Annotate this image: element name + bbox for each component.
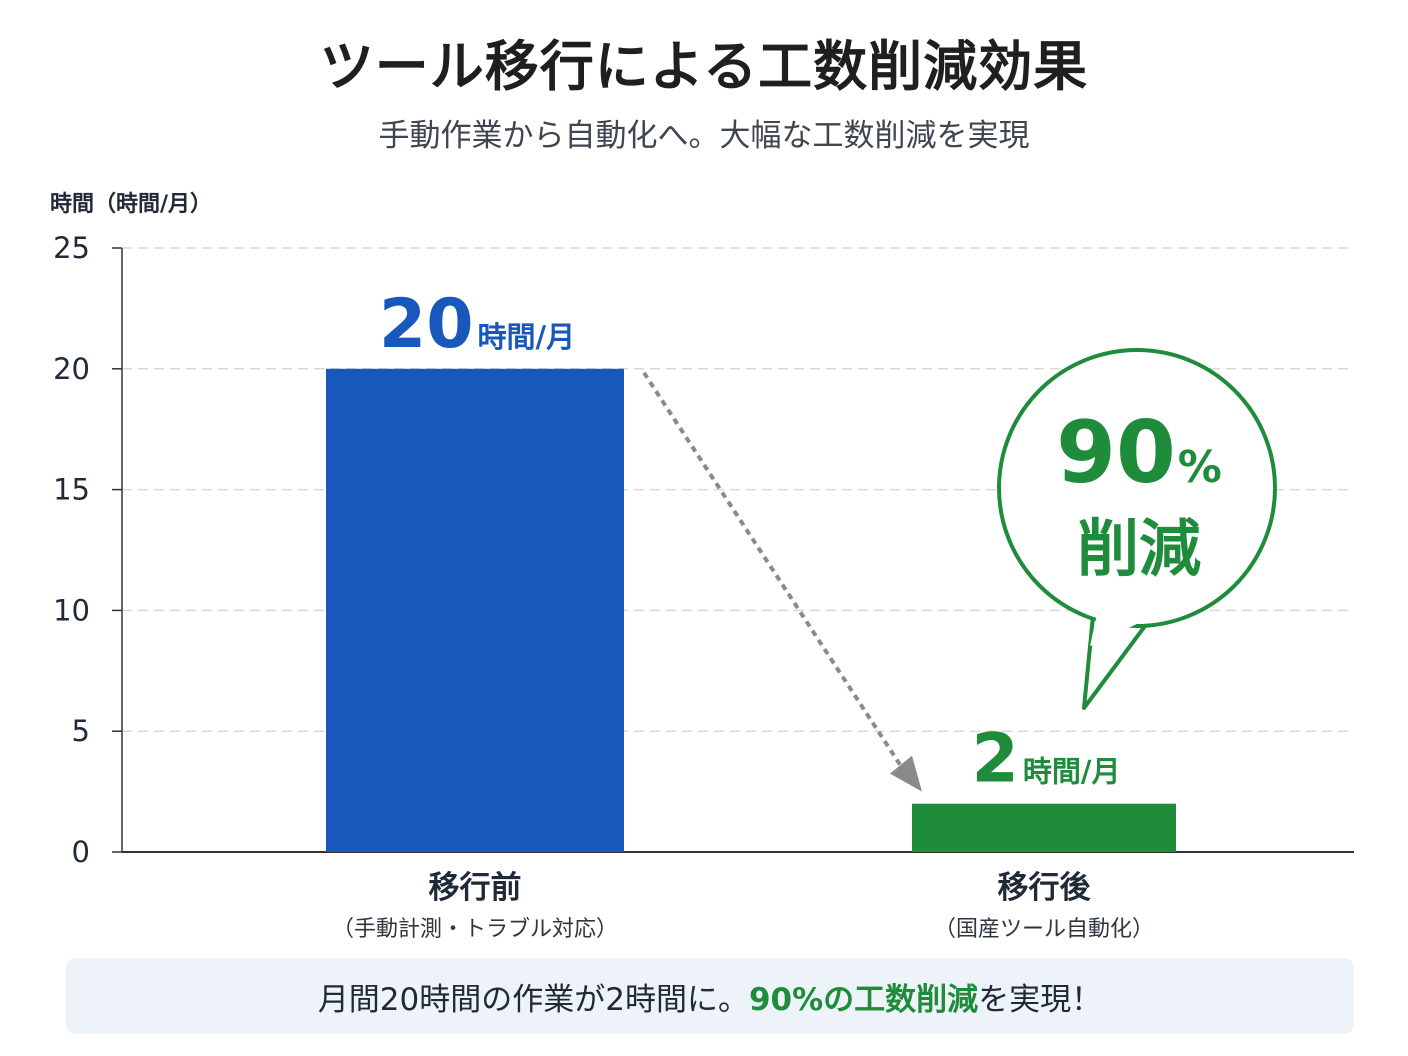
speech-bubble	[997, 348, 1277, 628]
y-tick-label-15: 15	[53, 473, 90, 507]
annotation-text: 削減	[1077, 512, 1201, 585]
chart-title: ツール移行による工数削減効果	[319, 35, 1089, 98]
annotation-percent: 90%	[1056, 403, 1222, 503]
value-label-0: 20 時間/月	[379, 285, 575, 364]
x-category-label-1: 移行後	[998, 870, 1092, 906]
summary-note-prefix: 月間20時間の作業が2時間に。	[317, 981, 749, 1018]
value-label-unit-0: 時間/月	[478, 320, 576, 354]
y-tick-label-25: 25	[53, 231, 90, 265]
annotation-unit: %	[1178, 442, 1222, 493]
summary-note-highlight: 90%の工数削減	[748, 981, 979, 1018]
speech-bubble-seam	[1090, 614, 1141, 646]
summary-note-suffix: を実現！	[978, 981, 1103, 1018]
y-tick-label-5: 5	[72, 714, 90, 748]
value-label-1: 2 時間/月	[972, 720, 1121, 799]
value-label-number-0: 20	[379, 285, 474, 364]
annotation-number: 90	[1056, 403, 1176, 503]
bar-after	[912, 803, 1176, 852]
trend-arrowhead-icon	[890, 755, 922, 792]
value-label-number-1: 2	[972, 720, 1019, 799]
y-tick-label-0: 0	[72, 835, 90, 869]
y-tick-label-10: 10	[53, 593, 90, 627]
x-category-label-0: 移行前	[429, 870, 522, 906]
bar-before	[326, 368, 624, 852]
x-category-sublabel-0: （手動計測・トラブル対応）	[332, 917, 618, 942]
chart-subtitle: 手動作業から自動化へ。大幅な工数削減を実現	[378, 118, 1030, 154]
value-label-unit-1: 時間/月	[1023, 755, 1121, 789]
y-axis-label: 時間（時間/月）	[50, 192, 213, 217]
y-tick-label-20: 20	[53, 352, 90, 386]
trend-arrow-line	[642, 371, 904, 769]
x-category-sublabel-1: （国産ツール自動化）	[934, 917, 1154, 942]
summary-note: 月間20時間の作業が2時間に。 90%の工数削減 を実現！	[66, 958, 1354, 1034]
